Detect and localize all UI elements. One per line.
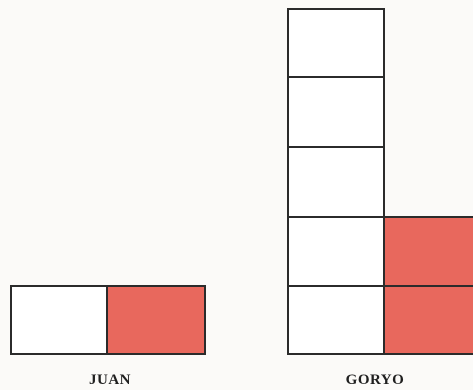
goryo-cell-empty bbox=[287, 216, 385, 287]
goryo-cell-empty bbox=[287, 146, 385, 218]
goryo-cell-filled bbox=[383, 216, 473, 287]
juan-label: JUAN bbox=[89, 372, 131, 388]
goryo-cell-filled bbox=[383, 285, 473, 355]
juan-cell-empty bbox=[10, 285, 108, 355]
goryo-cell-empty bbox=[287, 76, 385, 148]
goryo-label: GORYO bbox=[345, 372, 405, 388]
goryo-cell-empty bbox=[287, 285, 385, 355]
juan-cell-filled bbox=[106, 285, 206, 355]
goryo-cell-empty bbox=[287, 8, 385, 78]
